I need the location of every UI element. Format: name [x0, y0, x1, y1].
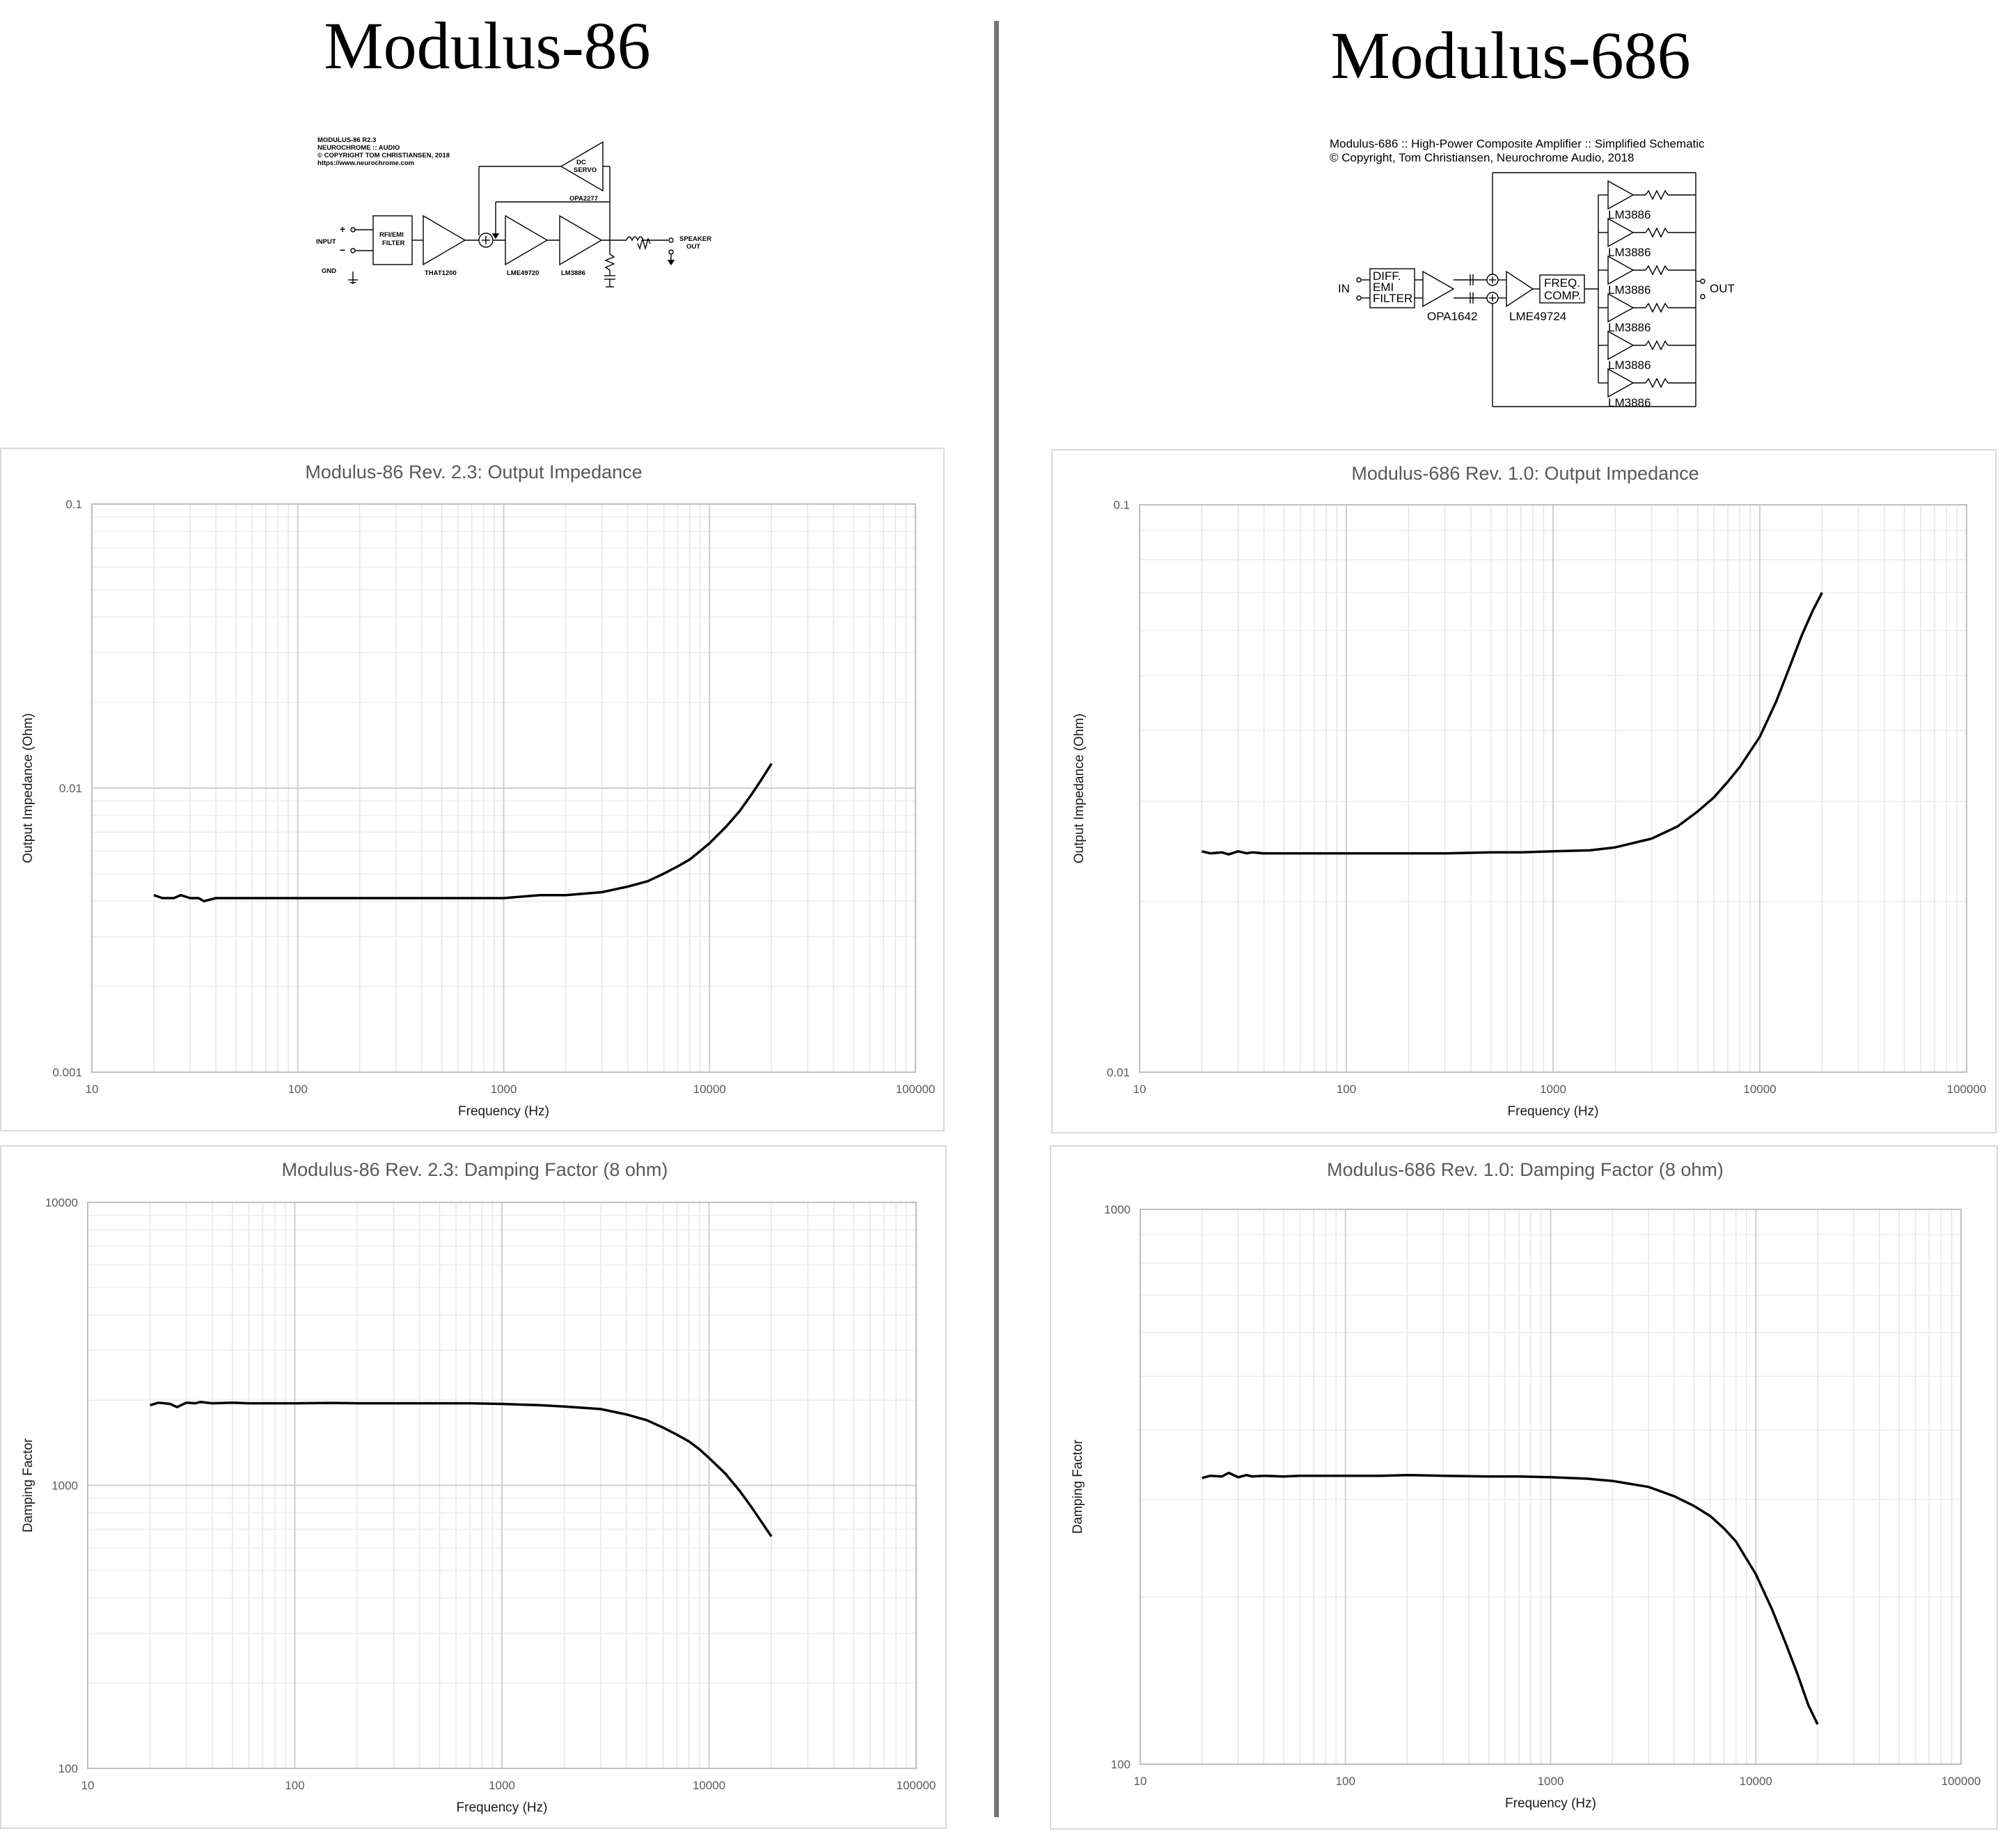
y-axis-label: Damping Factor [21, 1438, 36, 1532]
schematic-header-line: https://www.neurochrome.com [317, 159, 414, 167]
schematic-in-label: IN [1338, 282, 1350, 295]
y-tick-label: 100 [58, 1762, 78, 1775]
chart-modulus86-output-impedance: 10 100 1000 10000 100000 0.001 0.01 0.1 Modulus-… [0, 448, 945, 1131]
schematic-filter-label: FILTER [382, 239, 405, 247]
right-page-title: Modulus-686 [1330, 18, 1691, 93]
chart-title: Modulus-86 Rev. 2.3: Output Impedance [305, 462, 642, 482]
plot-area [91, 503, 916, 1073]
schematic-header-line: © Copyright, Tom Christiansen, Neurochro… [1330, 151, 1634, 164]
schematic-header-line: MODULUS-86 R2.3 [317, 136, 376, 144]
y-tick-label: 1000 [52, 1479, 78, 1493]
schematic-header-line: NEUROCHROME :: AUDIO [317, 144, 400, 152]
schematic-freq-label: FREQ. [1544, 276, 1580, 290]
series-line [1202, 1471, 1819, 1725]
schematic-stage2-label: LME49724 [1509, 310, 1566, 323]
schematic-out-label: SPEAKER [679, 235, 711, 243]
x-tick-label: 10000 [1740, 1775, 1772, 1788]
y-tick-label: 10000 [45, 1196, 78, 1209]
schematic-servo-label: SERVO [574, 166, 597, 174]
schematic-power-stage-label: LM3886 [1608, 283, 1651, 297]
schematic-plus-sign: + [340, 223, 345, 235]
schematic-out-label: OUT [686, 243, 700, 251]
y-tick-label: 1000 [1104, 1203, 1131, 1216]
y-tick-label: 0.1 [65, 498, 82, 511]
x-axis-label: Frequency (Hz) [457, 1800, 548, 1815]
schematic-stage3-label: LM3886 [561, 269, 585, 277]
schematic-freq-label: COMP. [1544, 289, 1582, 302]
schematic-gnd-label: GND [322, 267, 336, 275]
series-line [153, 762, 773, 903]
schematic-header-line: © COPYRIGHT TOM CHRISTIANSEN, 2018 [317, 152, 450, 159]
schematic-servo-label: DC [576, 159, 586, 166]
x-tick-label: 10 [86, 1083, 99, 1096]
y-axis-label: Output Impedance (Ohm) [1072, 714, 1087, 863]
schematic-filter-label: RFI/EMI [379, 231, 404, 239]
y-tick-label: 0.01 [1107, 1066, 1130, 1079]
schematic-filter-label: DIFF. [1373, 269, 1401, 283]
y-tick-label: 0.1 [1113, 498, 1130, 512]
x-tick-label: 1000 [491, 1083, 517, 1096]
schematic-power-stage-label: LM3886 [1608, 246, 1651, 259]
chart-modulus86-damping-factor: 10 100 1000 10000 100000 100 1000 10000 Modulus-… [0, 1145, 947, 1829]
schematic-input-label: INPUT [316, 238, 336, 246]
center-divider [994, 21, 999, 1817]
plot-area [1139, 504, 1967, 1073]
x-tick-label: 10 [81, 1779, 95, 1792]
chart-title: Modulus-686 Rev. 1.0: Output Impedance [1351, 463, 1699, 484]
chart-title: Modulus-686 Rev. 1.0: Damping Factor (8 … [1327, 1159, 1724, 1180]
schematic-stage1-label: OPA1642 [1427, 310, 1477, 323]
plot-area [1140, 1209, 1962, 1765]
x-tick-label: 100 [1337, 1083, 1356, 1096]
x-tick-label: 100 [285, 1779, 304, 1792]
series-line [150, 1401, 773, 1537]
x-tick-label: 100000 [1942, 1775, 1981, 1788]
schematic-stage2-label: LME49720 [507, 269, 539, 277]
chart-svg: 10 100 1000 10000 100000 0.01 0.1 Modulus-686 R… [1072, 463, 1987, 1119]
x-tick-label: 10 [1134, 1775, 1147, 1788]
schematic-header-line: Modulus-686 :: High-Power Composite Ampl… [1330, 137, 1705, 150]
x-tick-label: 1000 [489, 1779, 515, 1792]
schematic-filter-label: FILTER [1373, 292, 1412, 305]
chart-title: Modulus-86 Rev. 2.3: Damping Factor (8 o… [282, 1159, 668, 1180]
chart-svg: 10 100 1000 10000 100000100100010000Modulus-… [21, 1159, 936, 1815]
x-tick-label: 10000 [693, 1083, 726, 1096]
x-tick-label: 10000 [693, 1779, 725, 1792]
x-axis-label: Frequency (Hz) [1508, 1104, 1599, 1119]
x-axis-label: Frequency (Hz) [1505, 1796, 1596, 1811]
schematic-out-label: OUT [1710, 282, 1735, 295]
series-line [1201, 592, 1823, 856]
chart-modulus686-output-impedance: 10 100 1000 10000 100000 0.01 0.1 Modulus-686 R… [1051, 449, 1997, 1133]
x-tick-label: 100000 [896, 1083, 936, 1096]
y-tick-label: 0.001 [52, 1066, 82, 1079]
x-tick-label: 1000 [1540, 1083, 1566, 1096]
x-tick-label: 100 [288, 1083, 308, 1096]
schematic-power-stage-label: LM3886 [1608, 396, 1651, 409]
schematic-servo-part-label: OPA2277 [569, 195, 598, 203]
x-axis-label: Frequency (Hz) [458, 1104, 549, 1119]
y-axis-label: Damping Factor [1071, 1439, 1085, 1534]
x-tick-label: 100000 [1947, 1083, 1987, 1096]
modulus-686-schematic: Modulus-686 :: High-Power Composite Ampl… [1330, 137, 1735, 409]
schematic-stage1-label: THAT1200 [425, 269, 457, 277]
schematic-power-stage-label: LM3886 [1608, 208, 1651, 221]
x-tick-label: 10000 [1743, 1083, 1776, 1096]
x-tick-label: 100000 [897, 1779, 936, 1792]
x-tick-label: 10 [1133, 1083, 1147, 1096]
plot-area [87, 1202, 917, 1769]
modulus-86-schematic: MODULUS-86 R2.3 NEUROCHROME :: AUDIO © C… [316, 136, 711, 288]
y-tick-label: 100 [1111, 1758, 1131, 1771]
y-tick-label: 0.01 [59, 782, 82, 795]
chart-svg: 10 100 1000 10000 100000 0.001 0.01 0.1 Modulus-… [21, 462, 936, 1119]
chart-modulus686-damping-factor: 10 100 1000 10000 100000 100 1000 Modulus-686 R… [1050, 1145, 1998, 1830]
schematic-filter-label: EMI [1373, 281, 1394, 294]
left-page-title: Modulus-86 [324, 8, 651, 83]
x-tick-label: 100 [1336, 1775, 1355, 1788]
schematic-power-stage-label: LM3886 [1608, 321, 1651, 334]
y-axis-label: Output Impedance (Ohm) [21, 713, 36, 863]
x-tick-label: 1000 [1538, 1775, 1564, 1788]
schematic-power-stage-label: LM3886 [1608, 359, 1651, 372]
schematic-minus-sign: − [340, 244, 345, 256]
